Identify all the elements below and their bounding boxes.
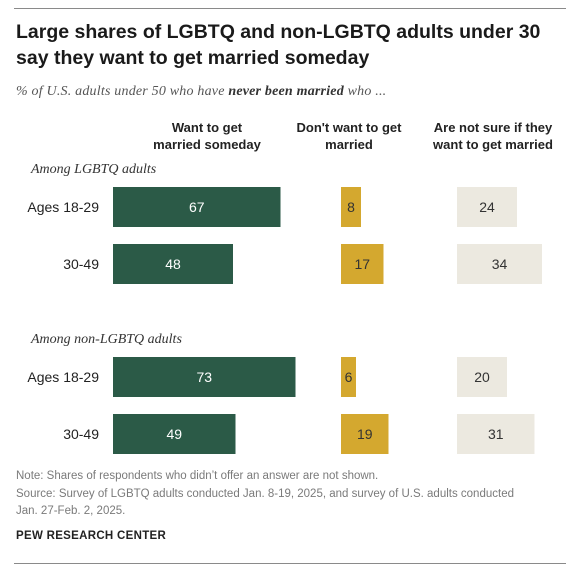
data-label-dont-g0-r0: 8 — [347, 199, 355, 215]
bottom-rule — [14, 563, 566, 564]
bar-notsure-g1-r1 — [457, 414, 535, 454]
row-label-non-lgbtq-18-29: Ages 18-29 — [27, 369, 99, 385]
bar-want-g1-r1 — [113, 414, 236, 454]
bar-notsure-g1-r0 — [457, 357, 507, 397]
bar-want-g0-r1 — [113, 244, 233, 284]
bar-dont-g0-r0 — [341, 187, 361, 227]
data-label-notsure-g0-r0: 24 — [479, 199, 495, 215]
data-label-want-g1-r1: 49 — [166, 426, 182, 442]
column-header-notsure: Are not sure if they want to get married — [433, 120, 553, 152]
chart-subtitle: % of U.S. adults under 50 who have never… — [16, 84, 386, 100]
subtitle-bold: never been married — [228, 84, 344, 99]
chart-title: Large shares of LGBTQ and non-LGBTQ adul… — [16, 21, 541, 69]
column-header-want: Want to get married someday — [153, 120, 261, 152]
data-label-want-g0-r0: 67 — [189, 199, 205, 215]
data-label-notsure-g1-r0: 20 — [474, 369, 490, 385]
bar-notsure-g0-r0 — [457, 187, 517, 227]
bar-dont-g1-r0 — [341, 357, 356, 397]
data-label-notsure-g0-r1: 34 — [492, 256, 508, 272]
bar-notsure-g0-r1 — [457, 244, 542, 284]
bar-dont-g1-r1 — [341, 414, 389, 454]
bar-dont-g0-r1 — [341, 244, 384, 284]
bar-want-g1-r0 — [113, 357, 296, 397]
row-label-lgbtq-18-29: Ages 18-29 — [27, 199, 99, 215]
top-rule — [14, 8, 566, 9]
pew-logo: PEW RESEARCH CENTER — [16, 530, 167, 542]
data-label-want-g0-r1: 48 — [165, 256, 181, 272]
data-label-dont-g1-r0: 6 — [345, 369, 353, 385]
bar-want-g0-r0 — [113, 187, 281, 227]
data-label-dont-g0-r1: 17 — [354, 256, 370, 272]
row-label-lgbtq-30-49: 30-49 — [63, 256, 99, 272]
group-label-lgbtq: Among LGBTQ adults — [31, 162, 157, 177]
chart-note: Note: Shares of respondents who didn’t o… — [16, 470, 379, 482]
row-label-non-lgbtq-30-49: 30-49 — [63, 426, 99, 442]
subtitle-pre: % of U.S. adults under 50 who have — [16, 84, 229, 99]
data-label-notsure-g1-r1: 31 — [488, 426, 504, 442]
subtitle-post: who ... — [343, 84, 387, 99]
column-header-dont: Don't want to get married — [296, 120, 402, 152]
chart-source: Source: Survey of LGBTQ adults conducted… — [16, 488, 514, 517]
data-label-want-g1-r0: 73 — [196, 369, 212, 385]
group-label-non-lgbtq: Among non-LGBTQ adults — [31, 332, 182, 347]
data-label-dont-g1-r1: 19 — [357, 426, 373, 442]
